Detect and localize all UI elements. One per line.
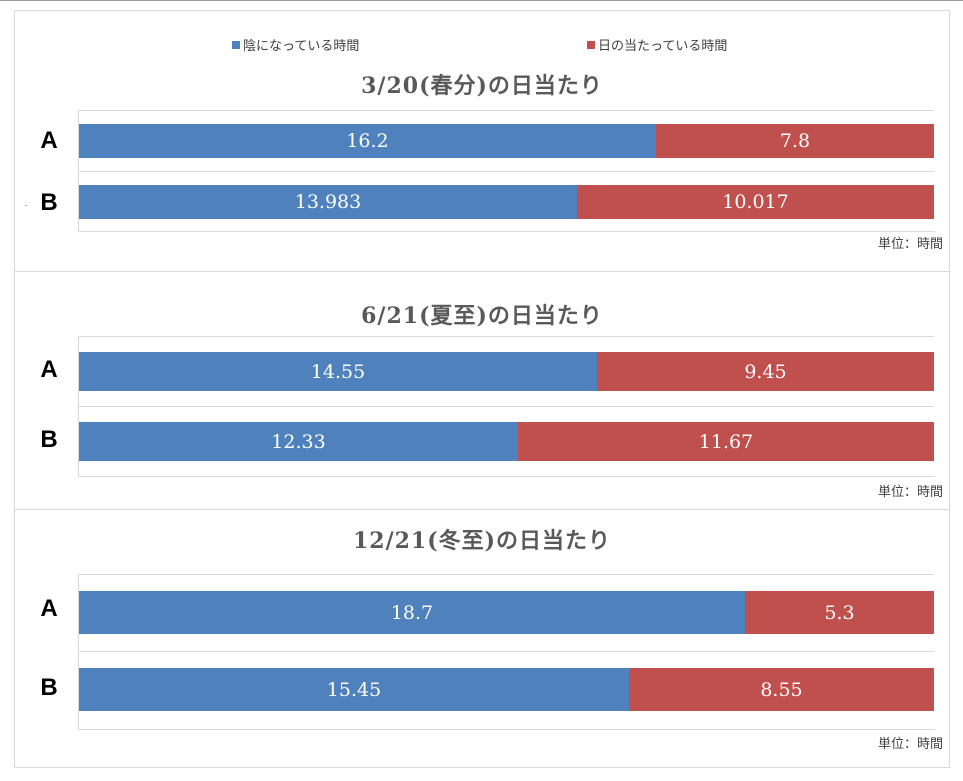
legend-item-sun: 日の当たっている時間 <box>587 35 727 54</box>
data-label: 15.45 <box>327 679 381 701</box>
legend-swatch-sun <box>587 41 595 49</box>
bar-segment-sun: 7.8 <box>656 124 934 158</box>
data-label: 8.55 <box>760 679 802 701</box>
chart-title-text: 6/21(夏至)の日当たり <box>361 303 603 329</box>
data-label: 13.983 <box>295 191 361 213</box>
bar-segment-sun: 9.45 <box>597 352 934 391</box>
legend-label-sun: 日の当たっている時間 <box>598 39 727 54</box>
bar-segment-shade: 18.7 <box>79 591 745 634</box>
stray-pixel <box>25 205 27 206</box>
chart-title-summer: 6/21(夏至)の日当たり <box>14 298 950 330</box>
bar-a: 18.7 5.3 <box>79 591 934 634</box>
bar-a: 14.55 9.45 <box>79 352 934 391</box>
category-label-b: B <box>38 426 60 454</box>
data-label: 7.8 <box>780 130 810 152</box>
bar-segment-sun: 11.67 <box>518 422 934 461</box>
legend-item-shade: 陰になっている時間 <box>232 35 359 54</box>
data-label: 12.33 <box>271 431 325 453</box>
data-label: 10.017 <box>722 191 788 213</box>
data-label: 16.2 <box>346 130 388 152</box>
bar-segment-shade: 12.33 <box>79 422 518 461</box>
chart-title-text: 12/21(冬至)の日当たり <box>353 528 611 554</box>
category-label-a: A <box>38 356 60 384</box>
bar-a: 16.2 7.8 <box>79 124 934 158</box>
window-top-edge <box>0 0 963 1</box>
unit-label: 単位：時間 <box>878 233 943 252</box>
bar-b: 12.33 11.67 <box>79 422 934 461</box>
data-label: 9.45 <box>744 361 786 383</box>
legend-swatch-shade <box>232 41 240 49</box>
category-label-a: A <box>38 595 60 623</box>
data-label: 14.55 <box>311 361 365 383</box>
data-label: 5.3 <box>824 602 854 624</box>
data-label: 11.67 <box>699 431 753 453</box>
chart-title-spring: 3/20(春分)の日当たり <box>14 68 950 100</box>
bar-segment-sun: 10.017 <box>577 185 934 219</box>
bar-segment-shade: 15.45 <box>79 668 629 711</box>
bar-b: 13.983 10.017 <box>79 185 934 219</box>
bar-segment-sun: 5.3 <box>745 591 934 634</box>
category-label-b: B <box>38 674 60 702</box>
legend-label-shade: 陰になっている時間 <box>243 39 359 54</box>
panel-divider <box>14 271 950 272</box>
bar-b: 15.45 8.55 <box>79 668 934 711</box>
unit-label: 単位：時間 <box>878 481 943 500</box>
bar-segment-shade: 16.2 <box>79 124 656 158</box>
category-label-b: B <box>38 189 60 217</box>
data-label: 18.7 <box>391 602 433 624</box>
category-label-a: A <box>38 127 60 155</box>
panel-divider <box>14 509 950 510</box>
unit-label: 単位：時間 <box>878 733 943 752</box>
chart-title-winter: 12/21(冬至)の日当たり <box>14 523 950 555</box>
bar-segment-shade: 14.55 <box>79 352 597 391</box>
bar-segment-sun: 8.55 <box>629 668 934 711</box>
chart-title-text: 3/20(春分)の日当たり <box>361 73 603 99</box>
bar-segment-shade: 13.983 <box>79 185 577 219</box>
